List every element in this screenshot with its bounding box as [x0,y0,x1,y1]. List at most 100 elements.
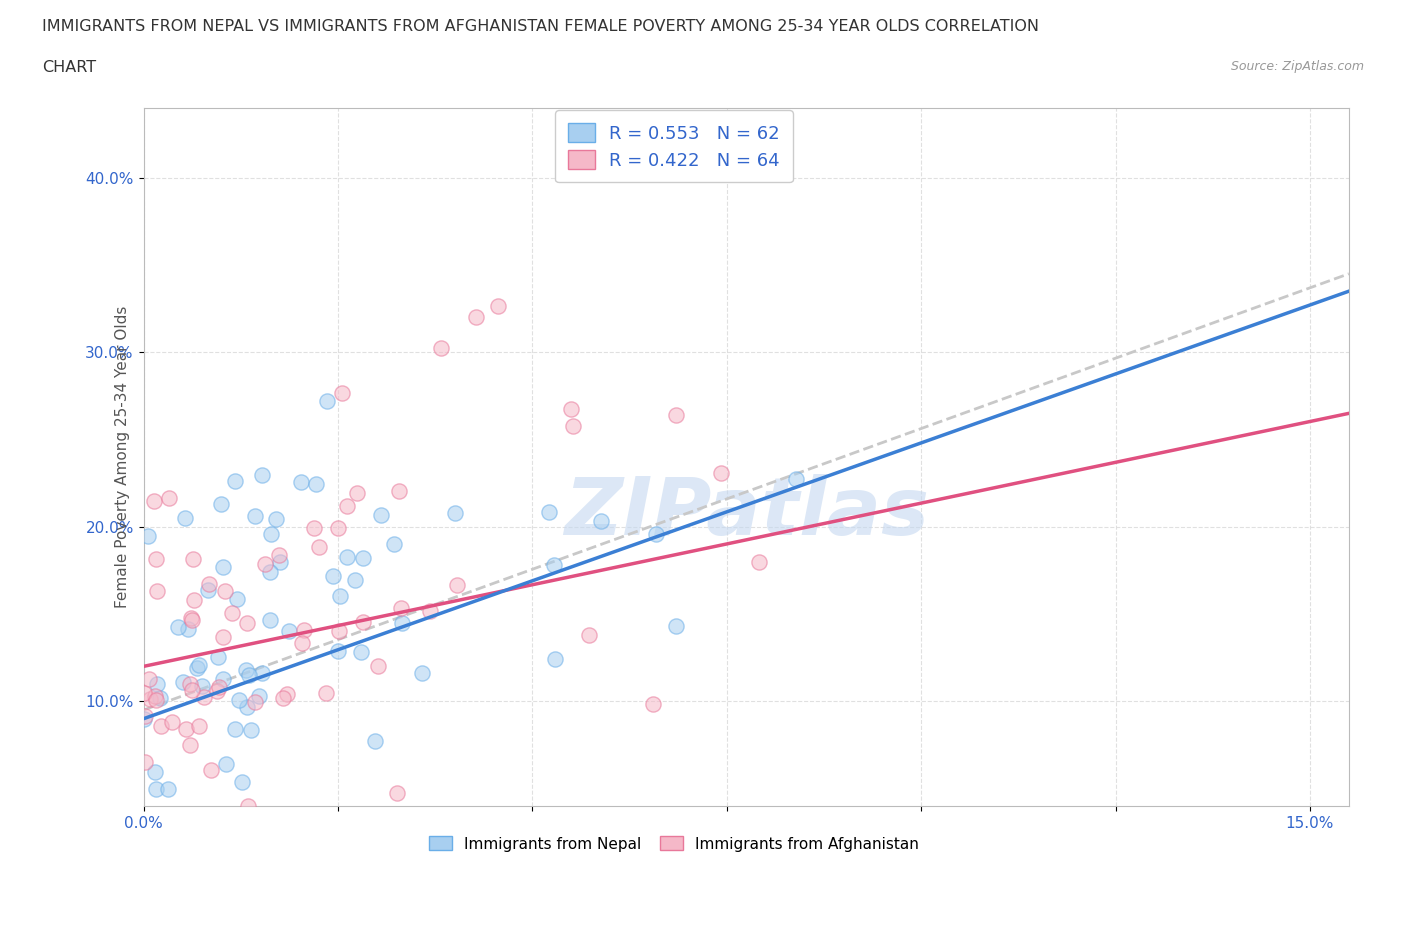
Point [250,467,273,482]
Point [145,693,167,708]
Point [238,668,260,683]
Point [430,340,453,355]
Point [346,486,368,501]
Point [134,709,156,724]
Point [315,393,337,408]
Point [785,472,807,486]
Point [214,583,236,598]
Point [157,491,180,506]
Point [136,528,159,543]
Point [330,385,353,400]
Point [193,690,215,705]
Point [198,577,221,591]
Text: Source: ZipAtlas.com: Source: ZipAtlas.com [1230,60,1364,73]
Point [200,762,222,777]
Point [411,666,433,681]
Point [560,402,582,417]
Point [276,686,298,701]
Point [132,686,155,701]
Point [391,616,413,631]
Point [302,521,325,536]
Point [389,600,412,615]
Point [247,688,270,703]
Point [150,719,173,734]
Point [343,573,366,588]
Point [665,407,688,422]
Point [235,662,257,677]
Point [748,554,770,569]
Point [419,604,441,618]
Point [665,618,688,633]
Point [143,689,166,704]
Point [183,592,205,607]
Point [245,695,267,710]
Point [146,676,169,691]
Point [322,568,344,583]
Point [465,310,488,325]
Legend: Immigrants from Nepal, Immigrants from Afghanistan: Immigrants from Nepal, Immigrants from A… [423,830,925,857]
Point [207,650,229,665]
Point [486,299,509,313]
Point [328,521,350,536]
Point [177,622,200,637]
Point [269,548,291,563]
Point [166,619,188,634]
Point [186,660,208,675]
Point [292,622,315,637]
Point [561,418,583,433]
Point [146,583,169,598]
Text: CHART: CHART [42,60,96,75]
Point [212,671,235,686]
Point [305,477,328,492]
Point [211,497,233,512]
Point [259,613,281,628]
Point [142,494,165,509]
Point [208,679,231,694]
Point [231,775,253,790]
Y-axis label: Female Poverty Among 25-34 Year Olds: Female Poverty Among 25-34 Year Olds [115,306,129,608]
Point [264,512,287,526]
Point [578,628,600,643]
Point [190,678,212,693]
Point [174,722,197,737]
Point [132,711,155,726]
Point [143,764,166,779]
Text: ZIPatlas: ZIPatlas [564,473,929,551]
Point [211,560,233,575]
Point [328,624,350,639]
Point [350,644,373,659]
Point [179,737,201,752]
Point [181,683,204,698]
Point [226,591,249,606]
Point [145,551,167,566]
Point [364,734,387,749]
Point [224,722,246,737]
Point [149,690,172,705]
Point [228,693,250,708]
Point [224,474,246,489]
Point [443,506,465,521]
Point [352,551,374,565]
Point [221,606,243,621]
Point [710,465,733,480]
Point [235,700,257,715]
Point [252,666,274,681]
Point [290,474,312,489]
Point [367,659,389,674]
Point [156,781,179,796]
Point [315,685,337,700]
Point [543,557,565,572]
Point [641,697,664,711]
Point [160,714,183,729]
Point [183,551,205,566]
Point [179,676,201,691]
Point [370,507,392,522]
Point [180,610,202,625]
Point [326,644,349,658]
Point [205,684,228,698]
Point [271,691,294,706]
Point [329,589,352,604]
Point [173,511,195,525]
Point [238,799,260,814]
Point [197,582,219,597]
